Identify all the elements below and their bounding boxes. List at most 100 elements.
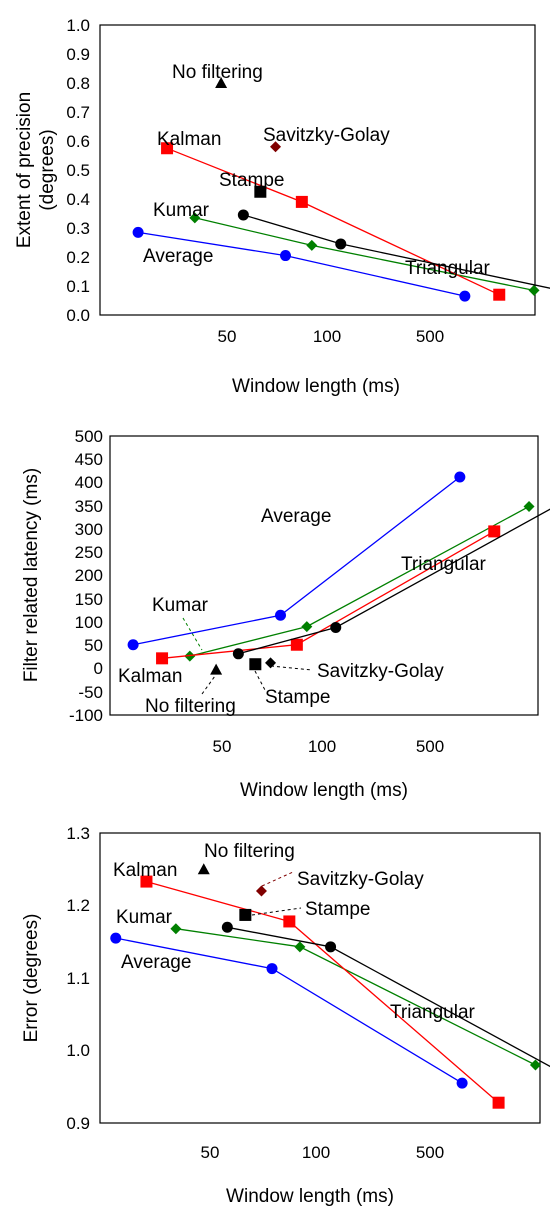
data-point-triangular: [221, 921, 233, 933]
x-tick-label: 50: [213, 737, 232, 756]
y-tick-labels: 1.3 1.2 1.1 1.0 0.9: [66, 824, 90, 1133]
data-point-stampe: [249, 658, 262, 671]
annotation-average: Average: [261, 506, 331, 527]
y-tick-labels: 0.0 0.1 0.2 0.3 0.4 0.5 0.6 0.7 0.8 0.9 …: [66, 16, 90, 325]
y-tick-label: 1.0: [66, 1041, 90, 1060]
data-point-stampe: [254, 185, 267, 198]
series-line-kumar: [175, 928, 536, 1066]
x-axis-label: Window length (ms): [232, 376, 400, 397]
data-point-kalman: [488, 525, 501, 538]
data-point-average: [274, 609, 286, 621]
data-point-average: [110, 932, 122, 944]
y-tick-label: 0.0: [66, 306, 90, 325]
annotations: Average Triangular Kumar Kalman Savitzky…: [118, 506, 487, 717]
x-tick-label: 100: [313, 327, 341, 346]
y-tick-label: 500: [75, 427, 103, 446]
chart-precision: 0.0 0.1 0.2 0.3 0.4 0.5 0.6 0.7 0.8 0.9 …: [14, 16, 550, 397]
data-point-kalman: [283, 915, 296, 928]
y-tick-labels: 500 450 400 350 300 250 200 150 100 50 0…: [69, 427, 103, 725]
y-tick-label: 150: [75, 590, 103, 609]
plot-frame: [109, 435, 539, 716]
y-tick-label: 0: [94, 659, 103, 678]
annotation-kalman: Kalman: [118, 666, 182, 687]
x-tick-label: 100: [308, 737, 336, 756]
x-axis-label: Window length (ms): [226, 1186, 394, 1207]
x-tick-label: 500: [416, 1143, 444, 1162]
y-axis-label: Error (degrees): [21, 914, 42, 1043]
y-axis-label: (degrees): [37, 129, 58, 210]
y-axis-label: Filter related latency (ms): [21, 468, 42, 682]
annotation-leader-savitzky-golay: [270, 665, 313, 671]
annotation-triangular: Triangular: [390, 1002, 476, 1023]
data-point-triangular: [232, 648, 244, 660]
y-tick-label: 400: [75, 473, 103, 492]
x-tick-label: 50: [218, 327, 237, 346]
chart-error: 1.3 1.2 1.1 1.0 0.9 50 100 500 Window le…: [21, 824, 550, 1207]
series-line-kalman: [162, 530, 495, 659]
data-point-triangular: [325, 941, 337, 953]
y-tick-label: 200: [75, 566, 103, 585]
data-point-average: [459, 290, 471, 302]
series-layer: [132, 77, 550, 302]
annotation-savitzky-golay: Savitzky-Golay: [317, 661, 444, 682]
data-point-stampe: [239, 908, 252, 921]
y-tick-label: 1.2: [66, 896, 90, 915]
annotation-no-filtering: No filtering: [172, 62, 263, 83]
y-axis-label: Extent of precision: [14, 92, 35, 248]
data-point-savitzky-golay: [270, 141, 282, 153]
data-point-kumar: [294, 941, 306, 953]
y-tick-label: 0.5: [66, 161, 90, 180]
annotation-kumar: Kumar: [153, 200, 210, 221]
data-point-average: [127, 639, 139, 651]
y-tick-label: 0.8: [66, 74, 90, 93]
chart-latency: 500 450 400 350 300 250 200 150 100 50 0…: [21, 427, 550, 801]
y-tick-label: 0.9: [66, 45, 90, 64]
data-point-triangular: [237, 209, 249, 221]
annotation-leader-stampe: [251, 907, 302, 916]
series-line-kumar: [194, 217, 535, 292]
y-tick-label: 350: [75, 497, 103, 516]
annotation-savitzky-golay: Savitzky-Golay: [263, 125, 390, 146]
data-point-savitzky-golay: [265, 657, 277, 669]
y-tick-label: -100: [69, 706, 103, 725]
data-point-kalman: [140, 875, 153, 888]
annotation-stampe: Stampe: [219, 170, 284, 191]
x-tick-labels: 50 100 500: [201, 1143, 445, 1162]
annotation-triangular: Triangular: [401, 554, 487, 575]
series-line-kumar: [189, 505, 530, 657]
data-point-average: [132, 226, 144, 238]
data-point-kumar: [528, 284, 540, 296]
annotation-average: Average: [143, 246, 213, 267]
y-tick-label: 0.3: [66, 219, 90, 238]
data-point-kumar: [529, 1059, 541, 1071]
plot-frame: [99, 832, 541, 1124]
annotation-savitzky-golay: Savitzky-Golay: [297, 869, 424, 890]
y-tick-label: 0.9: [66, 1114, 90, 1133]
data-point-average: [279, 250, 291, 262]
y-tick-label: 1.1: [66, 969, 90, 988]
y-tick-label: 1.0: [66, 16, 90, 35]
annotation-average: Average: [121, 952, 191, 973]
data-point-kumar: [170, 923, 182, 935]
annotation-triangular: Triangular: [405, 258, 491, 279]
annotation-no-filtering: No filtering: [145, 696, 236, 717]
data-point-average: [456, 1077, 468, 1089]
annotation-stampe: Stampe: [305, 899, 370, 920]
annotation-kalman: Kalman: [113, 860, 177, 881]
x-tick-label: 50: [201, 1143, 220, 1162]
data-point-kumar: [301, 621, 313, 633]
y-tick-label: 300: [75, 520, 103, 539]
x-axis-label: Window length (ms): [240, 780, 408, 801]
annotation-kalman: Kalman: [157, 129, 221, 150]
data-point-kalman: [295, 195, 308, 208]
y-tick-label: 0.2: [66, 248, 90, 267]
y-tick-label: 0.4: [66, 190, 90, 209]
series-layer: [110, 863, 550, 1109]
data-point-triangular: [330, 622, 342, 634]
data-point-savitzky-golay: [255, 885, 267, 897]
x-tick-label: 500: [416, 327, 444, 346]
y-tick-label: 0.7: [66, 103, 90, 122]
annotation-stampe: Stampe: [265, 687, 330, 708]
annotation-leader-stampe: [254, 670, 266, 691]
